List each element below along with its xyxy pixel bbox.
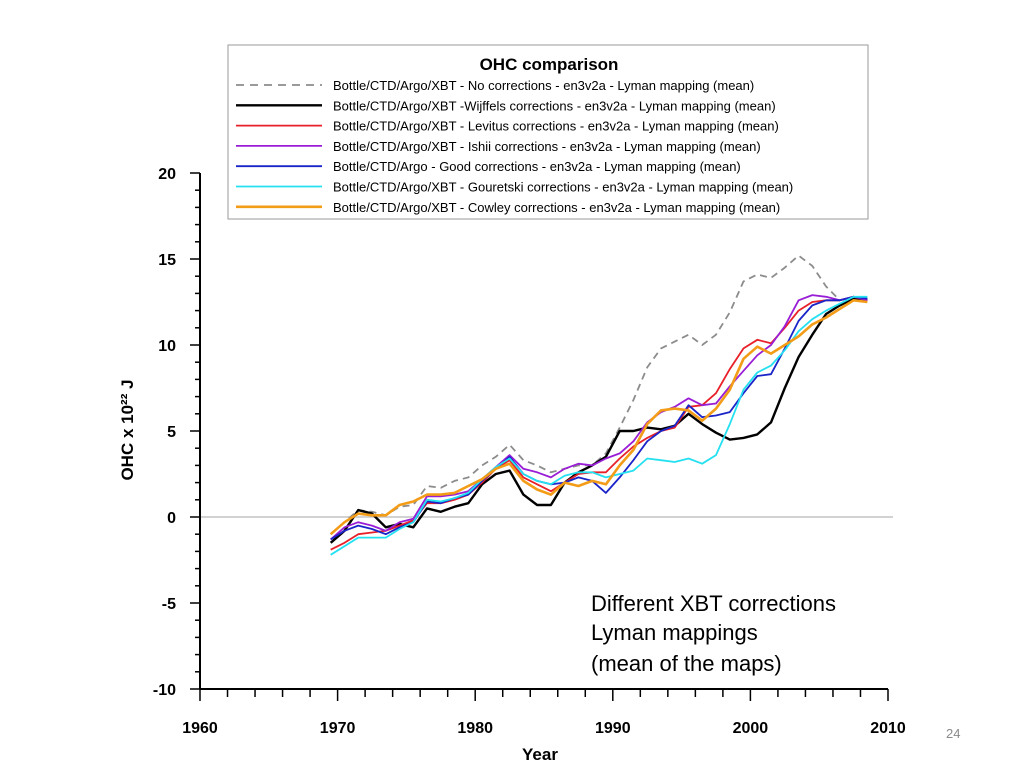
y-tick-label: 15: [158, 252, 176, 269]
legend-box: [227, 44, 869, 220]
annotation-line-2: Lyman mappings: [591, 620, 758, 645]
series-line-7: [329, 299, 868, 536]
y-axis-title: OHC x 10²² J: [118, 379, 137, 480]
y-tick-label: -5: [162, 596, 176, 613]
x-tick-label: 2010: [870, 720, 906, 737]
series-line-2: [329, 297, 868, 544]
annotation-line-3: (mean of the maps): [591, 651, 782, 676]
x-tick-label: 1980: [457, 720, 493, 737]
legend: OHC comparison Bottle/CTD/Argo/XBT - No …: [227, 44, 869, 220]
annotation-line-1: Different XBT corrections: [591, 591, 836, 616]
series-lines: [329, 254, 868, 556]
legend-label-4: Bottle/CTD/Argo/XBT - Ishii corrections …: [333, 139, 761, 154]
y-tick-label: 20: [158, 166, 176, 183]
x-axis-title: Year: [522, 745, 558, 764]
y-tick-label: 0: [167, 510, 176, 527]
chart-title: OHC comparison: [480, 55, 619, 74]
y-tick-label: 10: [158, 338, 176, 355]
series-line-6: [330, 295, 868, 556]
legend-label-2: Bottle/CTD/Argo/XBT -Wijffels correction…: [333, 98, 776, 113]
legend-label-1: Bottle/CTD/Argo/XBT - No corrections - e…: [333, 78, 754, 93]
series-line-3: [330, 295, 868, 551]
x-tick-label: 2000: [733, 720, 769, 737]
series-line-1: [330, 254, 868, 535]
page-number: 24: [946, 726, 960, 741]
y-tick-label: -10: [153, 682, 176, 699]
x-tick-label: 1960: [182, 720, 218, 737]
series-line-4: [330, 294, 868, 541]
legend-label-6: Bottle/CTD/Argo/XBT - Gouretski correcti…: [333, 180, 793, 195]
y-tick-label: 5: [167, 424, 176, 441]
legend-label-3: Bottle/CTD/Argo/XBT - Levitus correction…: [333, 119, 779, 134]
x-tick-label: 1970: [320, 720, 356, 737]
legend-label-5: Bottle/CTD/Argo - Good corrections - en3…: [333, 159, 741, 174]
legend-label-7: Bottle/CTD/Argo/XBT - Cowley corrections…: [333, 200, 780, 215]
axes: -10 -5 0 5 10 15 20 1960 1970 1980 1990 2000 2010: [153, 166, 906, 737]
x-tick-label: 1990: [595, 720, 631, 737]
